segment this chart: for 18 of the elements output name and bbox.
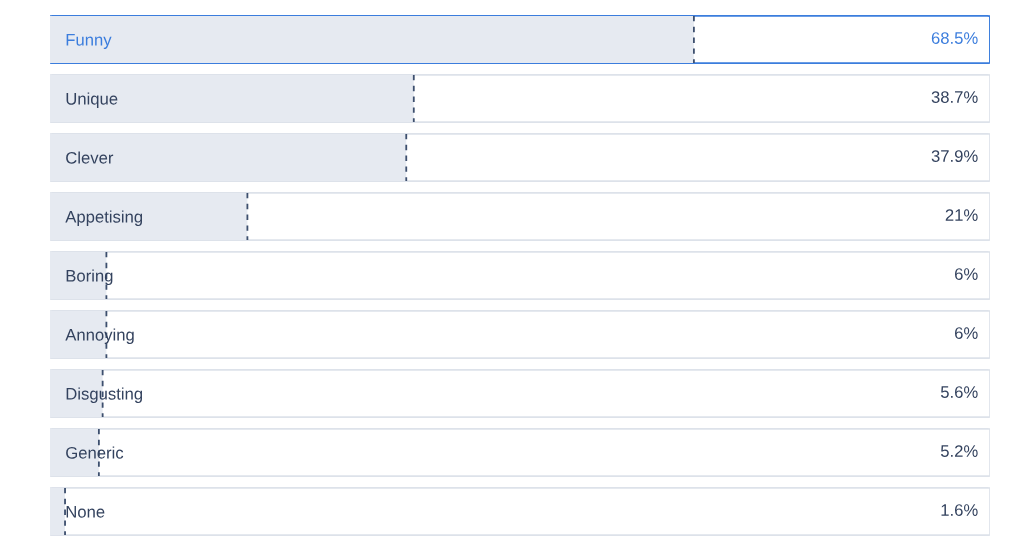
data-label: 1.6% — [941, 504, 978, 516]
data-label: 38.7% — [931, 91, 978, 103]
data-label: 5.2% — [940, 445, 978, 457]
y-tick-label: None — [66, 506, 105, 518]
data-label: 68.5% — [931, 32, 978, 44]
data-label: 6% — [955, 268, 978, 280]
data-label: 21% — [945, 209, 978, 221]
y-tick-label: Funny — [66, 34, 112, 49]
y-tick-label: Appetising — [65, 210, 143, 226]
data-label: 5.6% — [940, 386, 978, 398]
y-tick-label: Disgusting — [66, 387, 143, 403]
y-tick-label: Boring — [66, 269, 113, 285]
data-label: 37.9% — [931, 150, 978, 162]
y-tick-label: Unique — [66, 92, 118, 108]
data-label: 6% — [955, 327, 978, 339]
y-tick-label: Generic — [66, 446, 124, 459]
y-tick-label: Clever — [66, 151, 114, 164]
y-tick-label: Annoying — [65, 328, 134, 344]
